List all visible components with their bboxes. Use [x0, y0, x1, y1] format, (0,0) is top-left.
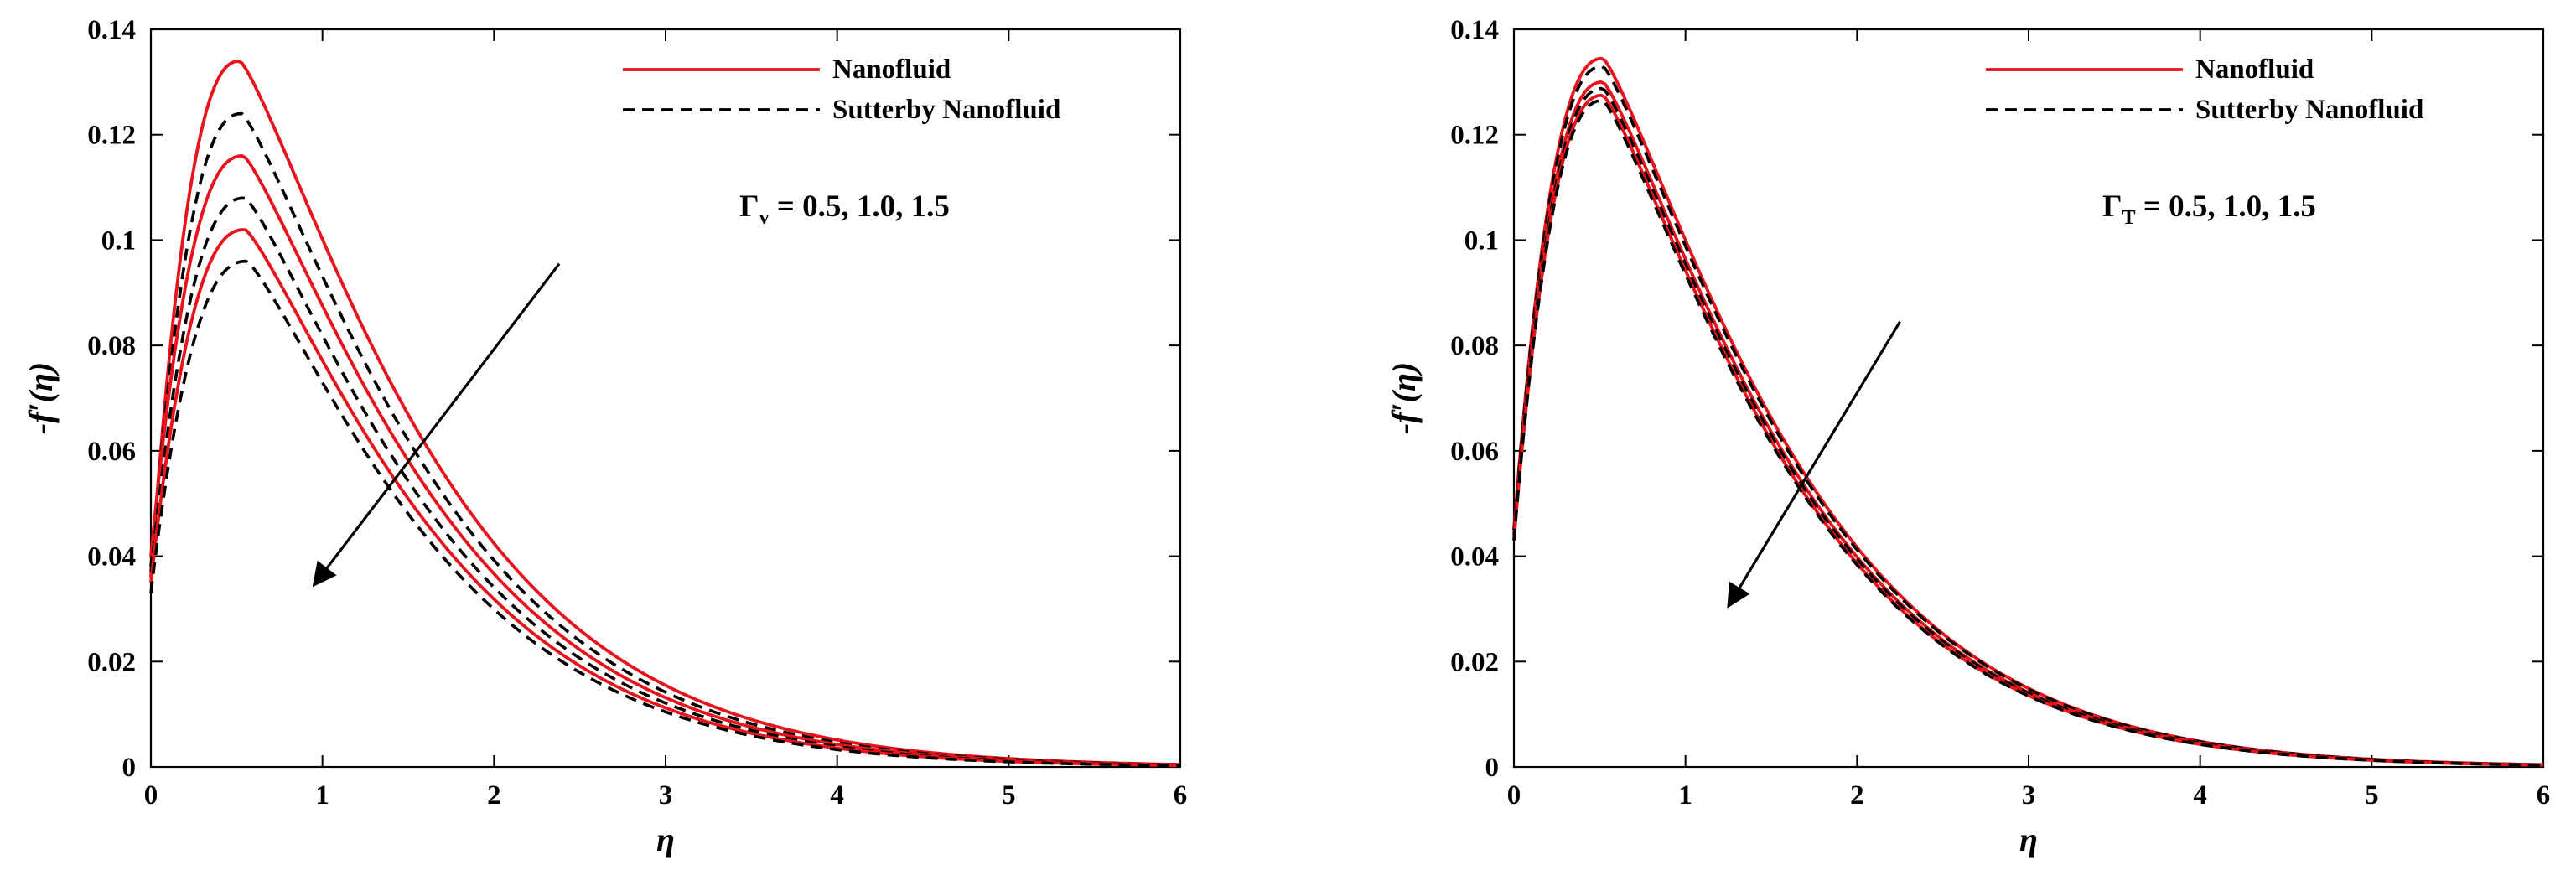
- annotation-values: = 0.5, 1.0, 1.5: [2136, 189, 2316, 224]
- series-line-5: [1512, 93, 2544, 767]
- x-axis-label: η: [656, 821, 675, 858]
- y-tick-label: 0.1: [101, 225, 136, 256]
- x-tick-label: 2: [1850, 780, 1864, 811]
- x-tick-label: 1: [315, 780, 329, 811]
- x-axis-label: η: [2019, 821, 2038, 858]
- y-axis-label: -f′(η): [1385, 362, 1423, 434]
- legend-label-1: Nanofluid: [832, 54, 951, 85]
- y-tick-label: 0.08: [1450, 331, 1499, 361]
- y-tick-label: 0.04: [1450, 542, 1499, 572]
- legend-label-1: Nanofluid: [2195, 54, 2314, 85]
- y-tick-label: 0.02: [1450, 647, 1499, 677]
- series-line-2: [149, 111, 1180, 767]
- series-line-4: [149, 196, 1180, 767]
- series-line-6: [149, 259, 1180, 768]
- legend-label-2: Sutterby Nanofluid: [832, 95, 1060, 125]
- x-tick-label: 4: [2193, 780, 2207, 811]
- y-tick-label: 0.14: [87, 15, 136, 45]
- axes-frame: [149, 28, 1182, 769]
- x-tick-label: 6: [2537, 780, 2551, 811]
- trend-arrow: [312, 262, 561, 588]
- y-tick-label: 0.12: [1450, 121, 1499, 151]
- y-tick-label: 0.04: [87, 542, 136, 572]
- y-tick-label: 0: [122, 753, 137, 783]
- x-tick-label: 0: [1507, 780, 1521, 811]
- legend: Nanofluid Sutterby Nanofluid: [623, 54, 1060, 125]
- y-tick-label: 0.14: [1450, 15, 1499, 45]
- x-tick-label: 1: [1678, 780, 1692, 811]
- x-tick-label: 5: [1002, 780, 1016, 811]
- annotation-subscript: v: [759, 207, 770, 229]
- y-tick-label: 0.08: [87, 331, 136, 361]
- chart-panel-right: 0 1 2 3 4 5 6 0 0.02 0.04 0.06 0.08 0.1 0.12 0.14 η -f′(…: [1385, 15, 2550, 858]
- trend-arrow: [1727, 321, 1901, 609]
- annotation-symbol: Γ: [2102, 189, 2122, 224]
- series-line-3: [1512, 80, 2543, 767]
- y-axis-label: -f′(η): [22, 362, 60, 434]
- parameter-annotation: ΓT = 0.5, 1.0, 1.5: [2102, 189, 2316, 229]
- legend: Nanofluid Sutterby Nanofluid: [1986, 54, 2423, 125]
- y-tick-label: 0.02: [87, 647, 136, 677]
- x-tick-label: 6: [1174, 780, 1188, 811]
- y-tick-label: 0.12: [87, 121, 136, 151]
- series-line-1: [1512, 56, 2544, 767]
- series-line-2: [1512, 65, 2543, 767]
- x-tick-label: 3: [2022, 780, 2036, 811]
- chart-panel-left: 0 1 2 3 4 5 6 0 0.02 0.04 0.06 0.08 0.1 0.12 0.14 η -f′(…: [22, 15, 1187, 858]
- y-tick-label: 0.06: [1450, 437, 1499, 467]
- y-tick-label: 0.1: [1464, 225, 1499, 256]
- series-line-4: [1512, 86, 2543, 767]
- annotation-symbol: Γ: [739, 189, 759, 224]
- series-line-1: [149, 59, 1181, 766]
- annotation-values: = 0.5, 1.0, 1.5: [770, 189, 950, 224]
- annotation-subscript: T: [2122, 207, 2136, 229]
- axes-frame: [1512, 28, 2545, 769]
- x-tick-label: 4: [830, 780, 844, 811]
- legend-label-2: Sutterby Nanofluid: [2195, 95, 2423, 125]
- parameter-annotation: Γv = 0.5, 1.0, 1.5: [739, 189, 950, 229]
- series-line-3: [149, 154, 1181, 767]
- x-tick-label: 5: [2365, 780, 2379, 811]
- x-tick-label: 3: [659, 780, 673, 811]
- x-tick-label: 0: [144, 780, 158, 811]
- y-tick-label: 0: [1485, 753, 1500, 783]
- y-tick-label: 0.06: [87, 437, 136, 467]
- x-tick-label: 2: [487, 780, 501, 811]
